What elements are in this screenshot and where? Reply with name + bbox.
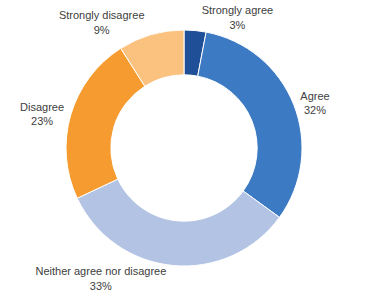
svg-text:Strongly agree3%: Strongly agree3% [202,4,274,30]
svg-text:Strongly disagree9%: Strongly disagree9% [59,9,145,35]
svg-text:Disagree23%: Disagree23% [20,101,64,127]
svg-text:Agree32%: Agree32% [300,90,329,116]
svg-text:Neither agree nor disagree33%: Neither agree nor disagree33% [35,265,166,291]
